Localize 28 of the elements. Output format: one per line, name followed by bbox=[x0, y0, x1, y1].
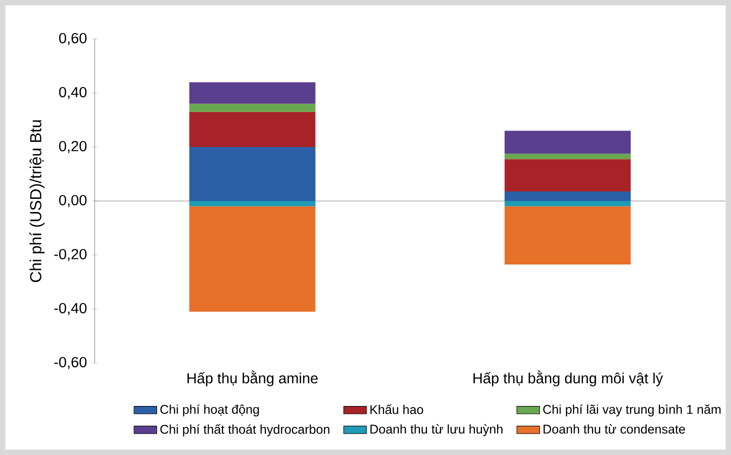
bar bbox=[189, 112, 316, 147]
y-tick-label: 0,60 bbox=[59, 32, 87, 46]
bar bbox=[504, 206, 631, 264]
legend-label: Chi phí lãi vay trung bình 1 năm bbox=[543, 404, 721, 416]
x-tick-label: Hấp thụ bằng dung môi vật lý bbox=[473, 370, 663, 386]
y-tick-label: 0,00 bbox=[59, 194, 87, 208]
legend-label: Chi phí thất thoát hydrocarbon bbox=[160, 424, 330, 436]
y-tick-label: 0,40 bbox=[59, 86, 87, 100]
bar bbox=[189, 82, 316, 104]
y-axis-title: Chi phí (USD)/triệu Btu bbox=[29, 120, 45, 282]
bar bbox=[504, 130, 631, 154]
bar bbox=[504, 159, 631, 192]
bar bbox=[504, 192, 631, 202]
legend-label: Doanh thu từ lưu huỳnh bbox=[370, 424, 502, 436]
y-tick-label: -0,40 bbox=[54, 302, 87, 316]
bar bbox=[189, 104, 316, 112]
bar bbox=[504, 201, 631, 206]
legend-label: Khấu hao bbox=[370, 404, 424, 414]
x-tick-label: Hấp thụ bằng amine bbox=[188, 370, 318, 386]
bar bbox=[189, 147, 316, 202]
y-tick-label: -0,60 bbox=[54, 356, 87, 370]
legend-label: Doanh thu từ condensate bbox=[544, 424, 685, 434]
bar bbox=[504, 154, 631, 160]
legend-label: Chi phí hoạt động bbox=[160, 404, 259, 416]
y-tick-label: -0,20 bbox=[54, 248, 87, 262]
bar bbox=[189, 206, 316, 312]
bar bbox=[189, 201, 316, 206]
y-tick-label: 0,20 bbox=[59, 140, 87, 154]
